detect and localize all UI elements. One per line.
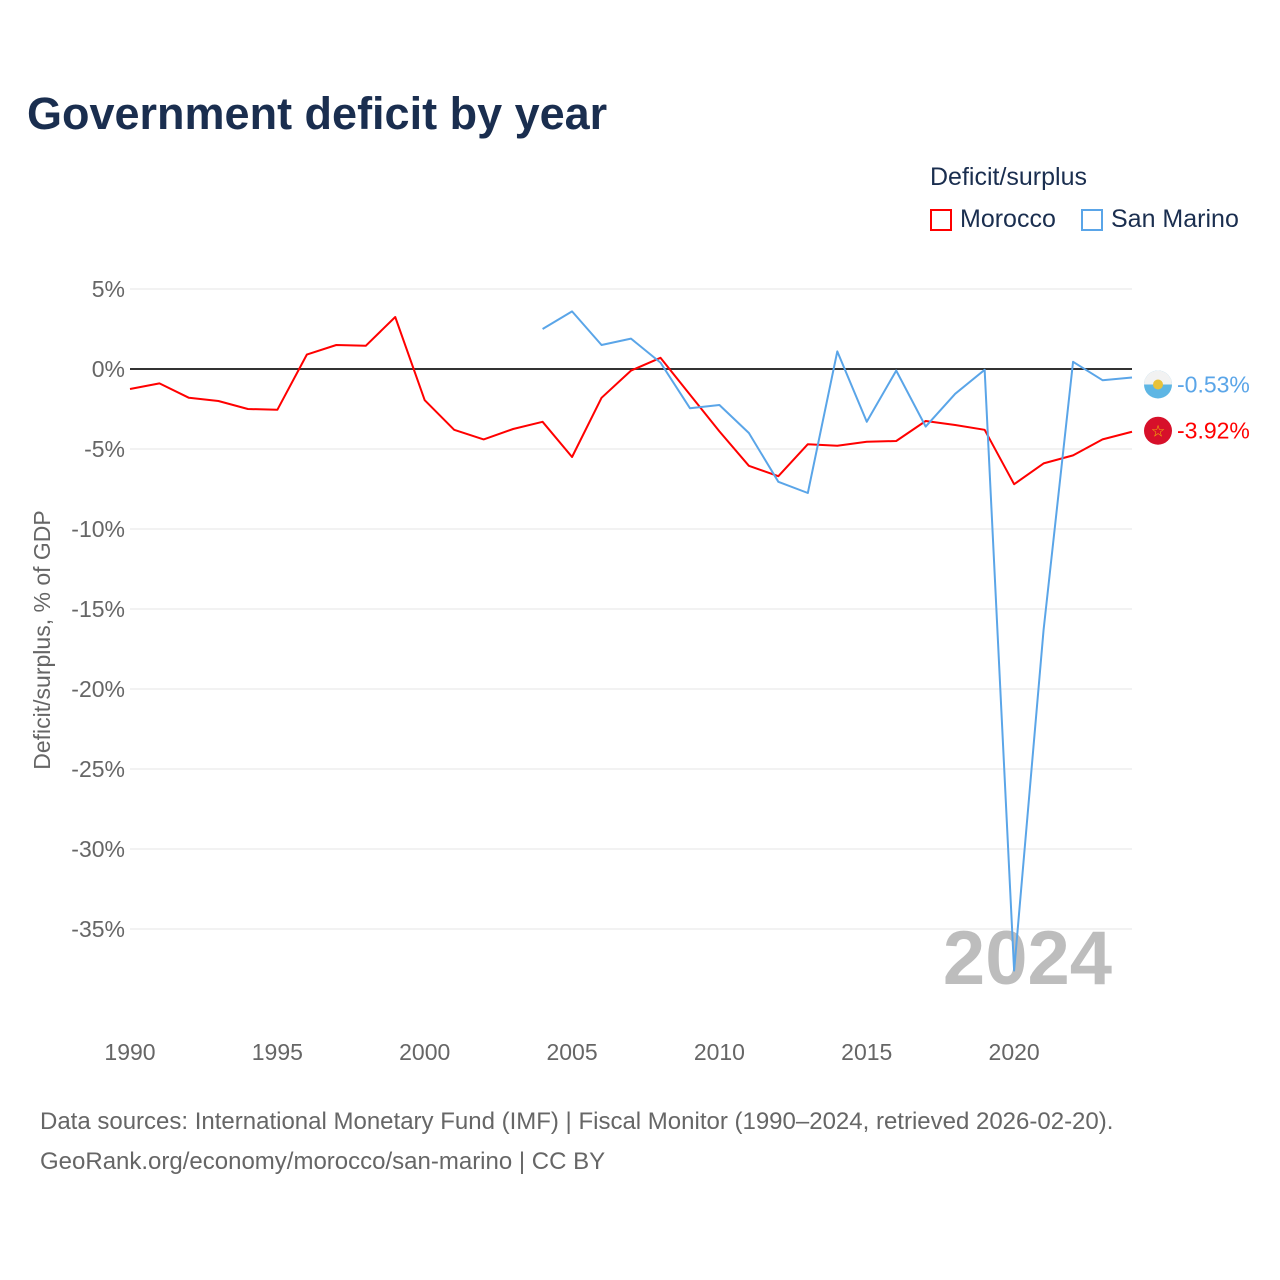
source-text: Data sources: International Monetary Fun…: [40, 1108, 1114, 1135]
end-value-label: -0.53%: [1177, 371, 1250, 397]
legend-swatch-morocco: [930, 208, 952, 231]
y-axis-label: Deficit/surplus, % of GDP: [29, 510, 55, 769]
y-tick-label: 5%: [92, 276, 125, 302]
source-url: GeoRank.org/economy/morocco/san-marino |…: [40, 1148, 606, 1175]
x-tick-label: 2015: [841, 1039, 892, 1065]
end-value-label: -3.92%: [1177, 418, 1250, 444]
x-tick-label: 1995: [252, 1039, 303, 1065]
legend-label: Morocco: [960, 205, 1056, 233]
year-watermark: 2024: [943, 916, 1112, 1001]
series-line-morocco: [129, 316, 1133, 486]
legend-swatch-san-marino: [1081, 208, 1103, 231]
morocco-flag-icon: [1144, 416, 1172, 445]
y-tick-label: 0%: [92, 356, 125, 382]
flag-emblem-icon: [1153, 379, 1163, 390]
y-tick-label: -10%: [71, 516, 125, 542]
flag-star-icon: ☆: [1151, 424, 1165, 441]
x-tick-label: 1990: [104, 1039, 155, 1065]
y-tick-label: -5%: [84, 436, 125, 462]
x-tick-label: 2010: [694, 1039, 745, 1065]
legend-item-san-marino[interactable]: San Marino: [1081, 205, 1239, 234]
x-tick-label: 2000: [399, 1039, 450, 1065]
y-tick-label: -35%: [71, 916, 125, 942]
y-tick-label: -15%: [71, 596, 125, 622]
y-tick-label: -25%: [71, 756, 125, 782]
flag-top-half: [1144, 370, 1172, 385]
y-tick-label: -30%: [71, 836, 125, 862]
legend-label: San Marino: [1111, 205, 1239, 233]
legend-title: Deficit/surplus: [930, 163, 1087, 191]
x-tick-label: 2020: [989, 1039, 1040, 1065]
x-tick-label: 2005: [546, 1039, 597, 1065]
chart-title: Government deficit by year: [27, 88, 608, 139]
series-line-san-marino: [542, 310, 1133, 972]
y-tick-label: -20%: [71, 676, 125, 702]
legend-item-morocco[interactable]: Morocco: [930, 205, 1056, 234]
